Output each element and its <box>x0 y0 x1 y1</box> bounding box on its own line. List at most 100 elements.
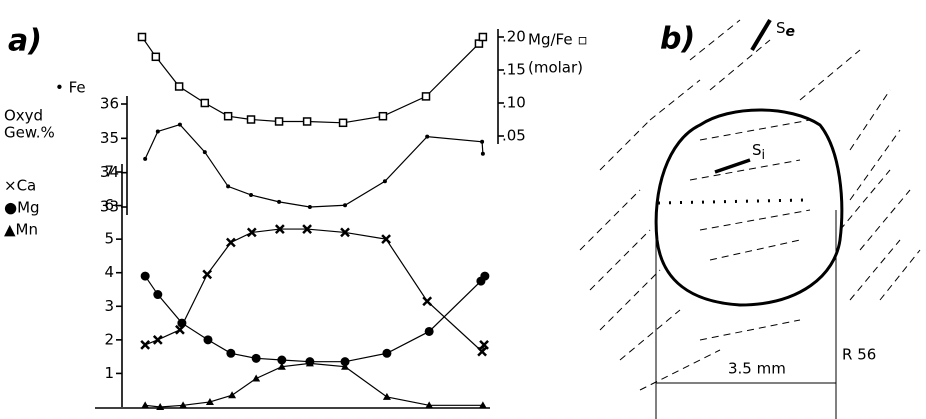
legend-entry: • Fe <box>55 79 86 97</box>
y-axis-label: Mg/Fe ▫ <box>528 31 588 49</box>
sample-label: R 56 <box>842 346 876 364</box>
scale-label: 3.5 mm <box>728 360 786 378</box>
marker <box>274 117 284 126</box>
y-tick-label: 5 <box>104 230 114 248</box>
garnet-outline <box>654 108 844 307</box>
marker <box>478 32 488 42</box>
si-mark <box>714 158 751 174</box>
si-label: Si <box>752 141 765 163</box>
y-tick-label: 33 <box>100 198 119 216</box>
y-tick-label: .10 <box>502 94 526 112</box>
marker <box>302 117 312 126</box>
series-line <box>141 36 484 124</box>
marker <box>226 348 236 358</box>
se-sub: e <box>786 24 796 40</box>
marker <box>382 348 392 358</box>
marker <box>140 340 151 350</box>
y-tick-label: .05 <box>502 127 526 145</box>
legend-entry: ●Mg <box>4 199 40 217</box>
marker <box>424 326 434 336</box>
si: S <box>752 141 762 159</box>
panel-label: b) <box>660 22 695 57</box>
marker <box>177 318 187 328</box>
panel-label: a) <box>8 24 42 59</box>
marker <box>305 359 314 367</box>
se-mark <box>750 18 772 52</box>
marker <box>249 192 254 197</box>
marker <box>179 401 188 409</box>
legend-entry: ▲Mn <box>4 221 38 239</box>
marker <box>343 203 348 208</box>
marker <box>228 391 237 399</box>
marker <box>153 290 163 300</box>
marker <box>302 224 312 234</box>
marker <box>246 227 257 238</box>
series-line <box>144 275 486 363</box>
marker <box>378 111 388 121</box>
marker <box>202 269 213 280</box>
marker <box>252 374 261 382</box>
y-tick-label: 35 <box>100 129 119 147</box>
y-tick-label: 36 <box>100 95 119 113</box>
legend-entry: ×Ca <box>4 177 36 195</box>
marker <box>246 115 256 124</box>
marker <box>381 234 391 245</box>
profile-line <box>657 198 807 205</box>
foliation <box>579 19 921 391</box>
marker <box>141 401 150 409</box>
marker <box>200 98 210 108</box>
marker <box>155 129 160 134</box>
marker <box>425 401 434 409</box>
y-tick-label: 2 <box>104 330 114 348</box>
marker <box>382 392 391 400</box>
marker <box>307 205 312 209</box>
marker <box>225 237 236 248</box>
marker <box>177 122 182 127</box>
marker <box>143 156 148 161</box>
marker <box>277 199 282 204</box>
y-tick-label: 34 <box>100 163 119 181</box>
marker <box>274 224 285 234</box>
y-tick-label: 6 <box>104 196 114 214</box>
marker <box>152 334 163 345</box>
marker <box>478 401 487 409</box>
marker <box>226 184 231 189</box>
marker <box>205 397 214 405</box>
marker <box>421 92 431 101</box>
marker <box>140 271 150 281</box>
marker <box>203 335 213 345</box>
marker <box>202 150 207 155</box>
marker <box>277 362 286 370</box>
marker <box>340 357 350 367</box>
marker <box>251 353 261 363</box>
marker <box>480 139 485 144</box>
y-tick-label: 3 <box>104 297 114 315</box>
marker <box>479 340 489 350</box>
marker <box>480 151 485 156</box>
marker <box>338 118 348 128</box>
series-line <box>145 362 483 408</box>
si-sub: i <box>762 148 766 163</box>
marker <box>277 355 287 365</box>
marker <box>174 82 184 91</box>
y-tick-label: 1 <box>104 364 114 382</box>
marker <box>480 271 490 281</box>
series-line <box>144 123 484 208</box>
se-label: Se <box>776 19 795 41</box>
marker <box>382 179 387 184</box>
diagram-b: b) Se Si 3.5 mm R 56 <box>579 18 921 419</box>
marker <box>340 227 350 238</box>
marker <box>151 52 161 62</box>
se: S <box>776 19 786 37</box>
y-tick-label: 4 <box>104 263 114 281</box>
marker <box>223 111 233 121</box>
y-axis-unit: (molar) <box>528 59 583 77</box>
marker <box>422 296 433 307</box>
marker <box>341 362 350 370</box>
y-tick-label: 7 <box>104 163 114 181</box>
y-axis-label: Gew.% <box>4 124 55 142</box>
marker <box>137 32 147 42</box>
marker <box>156 403 165 410</box>
